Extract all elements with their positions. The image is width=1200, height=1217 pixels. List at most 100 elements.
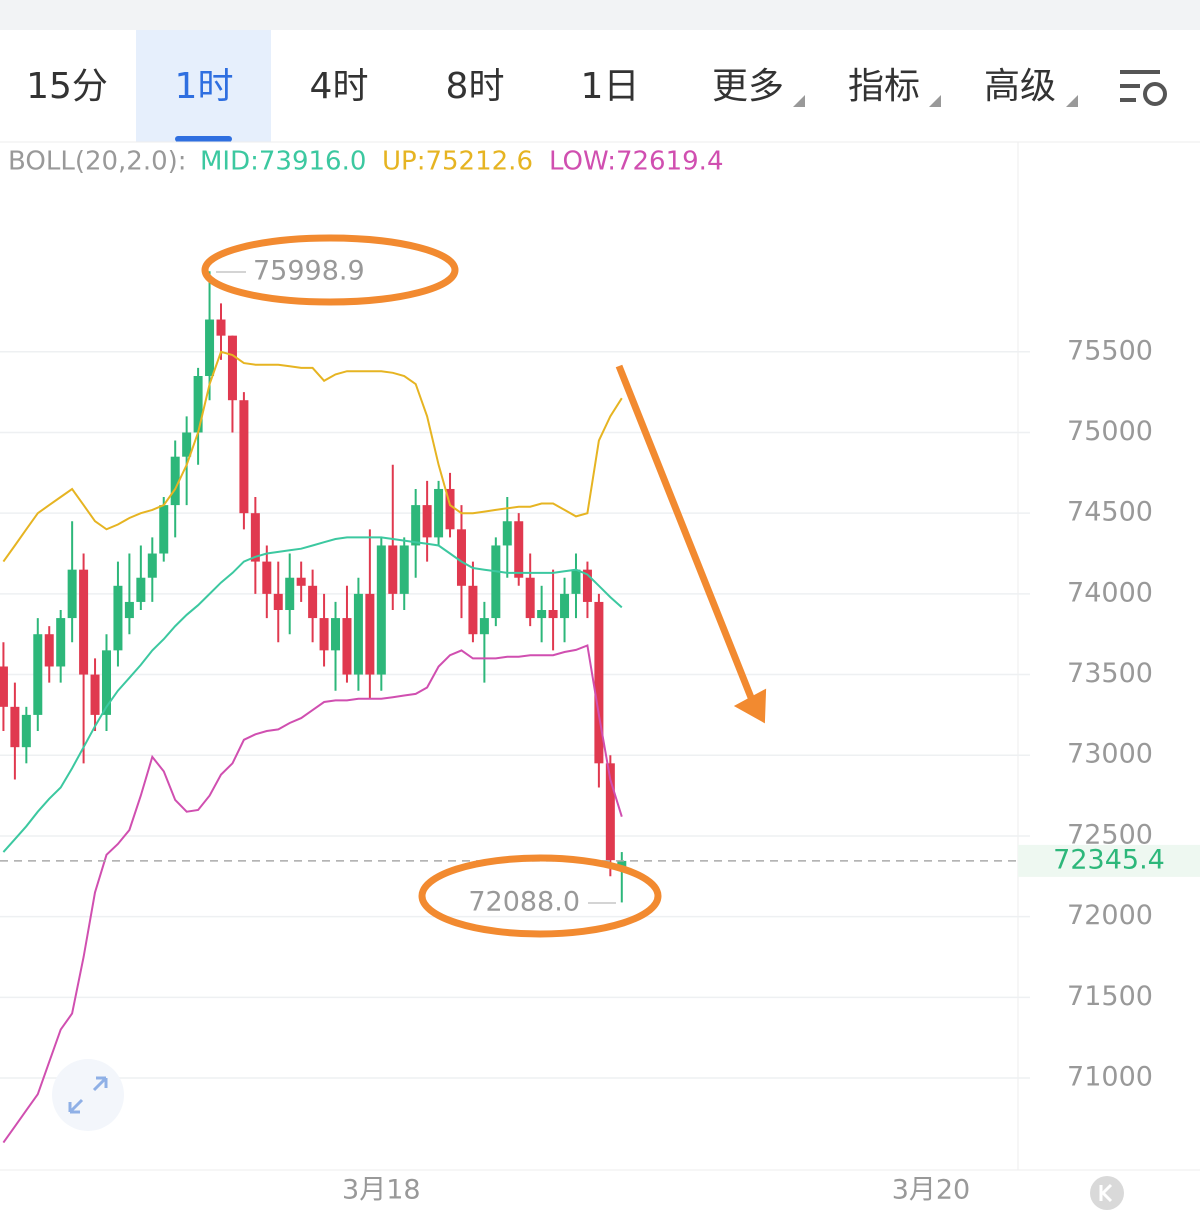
candle-body: [296, 577, 306, 586]
active-tab-bg: [136, 30, 271, 142]
expand-button[interactable]: [52, 1059, 124, 1131]
indicator-mid: MID:73916.0: [200, 147, 366, 177]
tab[interactable]: 更多: [712, 66, 784, 107]
boll-line: [2, 644, 623, 1144]
expand-icon: [68, 1076, 108, 1114]
active-tab-underline: [175, 136, 232, 142]
candle-body: [319, 618, 329, 651]
candle-body: [182, 432, 192, 457]
candle-body: [399, 545, 409, 594]
x-tick-label: 3月20: [892, 1175, 971, 1206]
candle-body: [514, 521, 524, 578]
candle-body: [90, 674, 100, 715]
candle-body: [434, 488, 444, 538]
candle-body: [342, 618, 352, 675]
candle-body: [285, 577, 295, 611]
settings-icon[interactable]: [1120, 70, 1167, 106]
candle-body: [422, 505, 432, 538]
top-strip: [0, 0, 1200, 30]
tab-bar: 15分 1时 4时 8时 1日 更多 指标 高级: [26, 66, 1056, 107]
candle-body: [571, 569, 581, 594]
candle-body: [479, 618, 489, 635]
candle-body: [491, 545, 501, 619]
candle-body: [159, 505, 169, 554]
scroll-latest-button[interactable]: [1090, 1176, 1124, 1210]
dropdown-arrows: [793, 95, 1078, 107]
candle-body: [445, 488, 455, 530]
candle-body: [502, 521, 512, 546]
candle-body: [216, 319, 226, 336]
candle-body: [560, 593, 570, 619]
candle-body: [353, 593, 363, 675]
y-tick-label: 72000: [1067, 900, 1153, 931]
candle-body: [170, 456, 180, 506]
indicator-up: UP:75212.6: [382, 147, 533, 177]
trend-arrowhead: [733, 688, 767, 724]
candle-body: [376, 545, 386, 675]
candle-body: [147, 553, 157, 578]
tab[interactable]: 4时: [310, 66, 369, 107]
indicator-low: LOW:72619.4: [549, 147, 723, 177]
y-tick-label: 75000: [1067, 416, 1153, 447]
candle-body: [365, 593, 375, 675]
plot: 7100071500720007250073000735007400074500…: [0, 271, 1200, 1206]
candle-body: [250, 513, 260, 562]
trend-arrow: [615, 364, 756, 702]
candle-body: [525, 577, 535, 619]
candle-body: [239, 400, 249, 514]
last-price-box: [1018, 844, 1200, 877]
boll-line: [2, 350, 623, 563]
candle-body: [468, 585, 478, 635]
candle-body: [113, 585, 123, 651]
candle-body: [56, 618, 66, 667]
candle-body: [456, 529, 466, 586]
candle-body: [537, 610, 547, 619]
y-tick-label: 73000: [1067, 739, 1153, 770]
highlight-ellipse: [201, 234, 459, 306]
candle-body: [548, 610, 558, 619]
candle-body: [33, 634, 43, 715]
boll-line: [2, 536, 623, 853]
candle-body: [273, 593, 283, 611]
y-tick-label: 74500: [1067, 497, 1153, 528]
indicator-name: BOLL(20,2.0):: [8, 147, 187, 177]
tab[interactable]: 15分: [26, 66, 108, 107]
high-annotation: 75998.9: [253, 256, 365, 287]
candle-body: [594, 601, 604, 764]
candle-body: [67, 569, 77, 619]
candle-body: [205, 319, 215, 377]
scroll-icon: [1099, 1183, 1113, 1203]
candle-body: [388, 545, 398, 594]
candle-body: [331, 618, 341, 651]
candle-body: [10, 706, 20, 748]
y-tick-label: 71000: [1067, 1062, 1153, 1093]
candle-body: [101, 650, 111, 715]
candle-body: [124, 601, 134, 619]
tab[interactable]: 指标: [848, 66, 920, 107]
candle-body: [308, 585, 318, 619]
candle-body: [21, 714, 31, 748]
candle-body: [0, 666, 8, 707]
candle-body: [136, 577, 146, 602]
highlight-ellipse: [418, 854, 662, 938]
tab[interactable]: 1日: [581, 66, 640, 107]
candle-body: [193, 376, 203, 433]
low-annotation: 72088.0: [468, 887, 580, 918]
candle-body: [262, 561, 272, 594]
candle-body: [617, 860, 627, 869]
candle-body: [605, 763, 615, 861]
y-tick-label: 74000: [1067, 577, 1153, 608]
tab[interactable]: 8时: [446, 66, 505, 107]
candle-body: [582, 569, 592, 602]
x-tick-label: 3月18: [342, 1175, 421, 1206]
tab[interactable]: 高级: [984, 66, 1056, 107]
candle-body: [79, 569, 89, 675]
candle-body: [44, 634, 54, 667]
y-tick-label: 73500: [1067, 658, 1153, 689]
y-tick-label: 75500: [1067, 335, 1153, 366]
tab[interactable]: 1时: [175, 66, 234, 107]
candle-body: [227, 335, 237, 401]
last-price-label: 72345.4: [1053, 844, 1165, 875]
y-tick-label: 71500: [1067, 981, 1153, 1012]
